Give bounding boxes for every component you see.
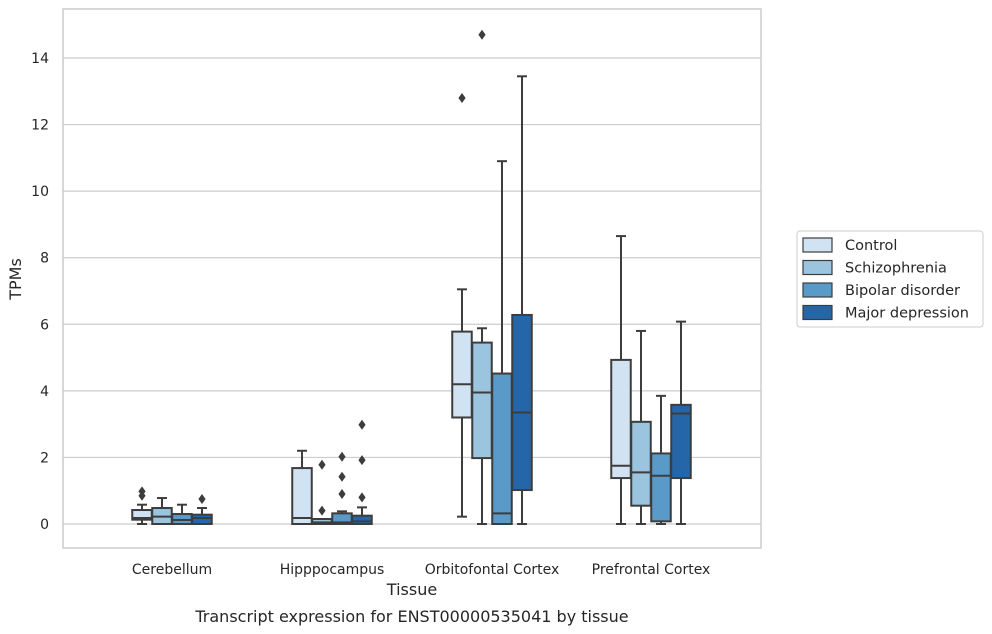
legend-label: Major depression: [845, 306, 969, 322]
legend-frame: [796, 230, 984, 328]
box: [451, 330, 473, 419]
legend-swatch: [802, 237, 833, 253]
legend: Control Schizophrenia Bipolar disorder Majo…: [796, 230, 984, 328]
outlier-point: [358, 455, 366, 466]
legend-swatch: [802, 304, 833, 321]
box: [610, 358, 632, 480]
box: [511, 313, 533, 492]
legend-swatch: [802, 282, 833, 298]
outlier-point: [478, 29, 486, 40]
outlier-point: [358, 492, 366, 503]
y-tick-label: 12: [31, 118, 49, 134]
box: [491, 372, 513, 526]
outlier-point: [338, 451, 346, 462]
legend-swatch: [802, 259, 833, 276]
box-group-3: [610, 235, 692, 525]
outlier-point: [358, 419, 366, 430]
y-axis-label: TPMs: [6, 258, 25, 301]
box: [670, 403, 692, 480]
legend-label: Control: [845, 238, 897, 254]
outlier-point: [198, 494, 206, 505]
box: [630, 420, 652, 507]
x-tick-label: Orbitofontal Cortex: [425, 562, 560, 578]
box: [291, 467, 313, 525]
y-tick-label: 6: [40, 317, 49, 333]
box-group-1: [291, 419, 373, 526]
box: [471, 341, 493, 460]
x-tick-label: Prefrontal Cortex: [592, 562, 711, 578]
y-tick-label: 4: [40, 384, 49, 400]
outlier-point: [318, 459, 326, 470]
legend-label: Bipolar disorder: [845, 283, 960, 299]
y-tick-label: 14: [31, 51, 49, 67]
box: [650, 452, 672, 523]
outlier-point: [458, 92, 466, 103]
y-axis-ticks: 0 2 4 6 8 10 12 14: [31, 51, 49, 533]
chart-caption: Transcript expression for ENST0000053504…: [194, 607, 628, 626]
x-tick-label: Hipppocampus: [280, 562, 385, 578]
grid-lines: [63, 57, 761, 525]
box: [351, 514, 373, 526]
y-tick-label: 10: [31, 184, 49, 200]
outlier-point: [338, 489, 346, 500]
outlier-point: [338, 471, 346, 482]
x-axis-label: Tissue: [386, 580, 437, 599]
box-groups: [131, 29, 692, 526]
y-tick-label: 0: [40, 517, 49, 533]
plot-area-frame: [62, 8, 762, 549]
y-tick-label: 2: [40, 450, 49, 466]
y-tick-label: 8: [40, 251, 49, 267]
outlier-point: [318, 505, 326, 516]
x-axis-ticks: Cerebellum Hipppocampus Orbitofontal Corte…: [132, 562, 710, 578]
x-tick-label: Cerebellum: [132, 562, 212, 578]
legend-label: Schizophrenia: [845, 261, 947, 277]
box-group-0: [131, 486, 213, 525]
box: [191, 513, 213, 525]
outlier-point: [138, 486, 146, 497]
box-group-2: [451, 29, 533, 526]
